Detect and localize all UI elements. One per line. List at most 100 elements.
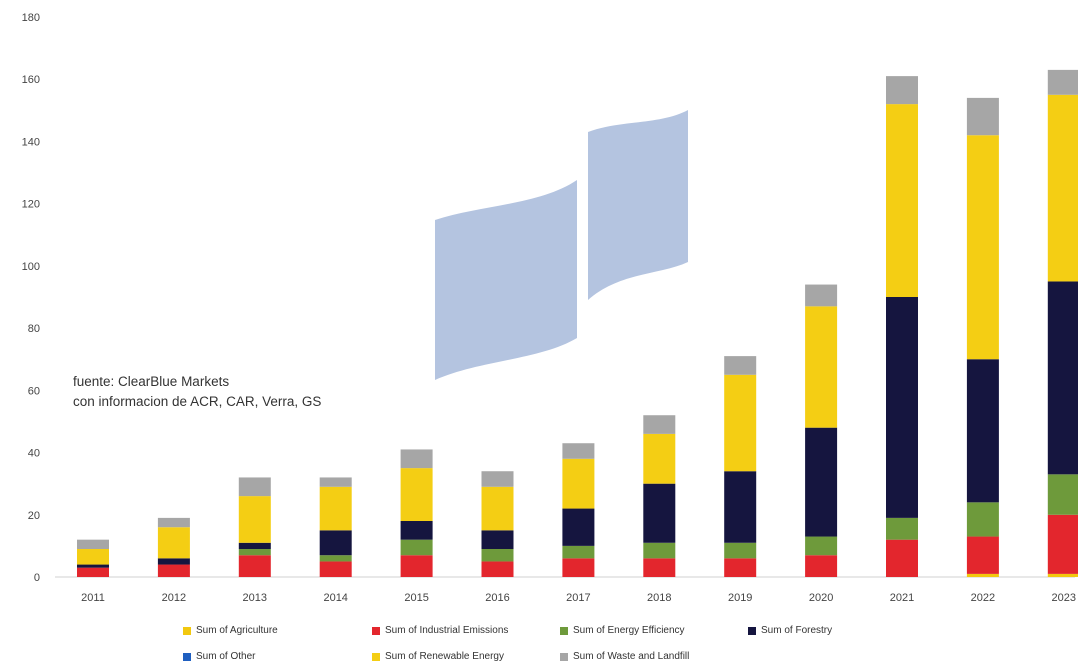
bar-segment bbox=[966, 536, 999, 574]
chart-legend: Sum of Agriculture Sum of Industrial Emis… bbox=[0, 618, 1078, 669]
legend-label: Sum of Agriculture bbox=[196, 625, 278, 636]
bar-segment bbox=[157, 527, 190, 559]
watermark-shape-right bbox=[588, 110, 688, 300]
bar-segment bbox=[805, 427, 838, 537]
bar-segment bbox=[319, 561, 352, 577]
bar-segment bbox=[805, 284, 838, 307]
bar-segment bbox=[481, 530, 514, 549]
bar-segment bbox=[238, 496, 271, 543]
x-tick-label: 2019 bbox=[728, 592, 752, 604]
bar-segment bbox=[562, 508, 595, 546]
source-line-2: con informacion de ACR, CAR, Verra, GS bbox=[73, 394, 322, 409]
bar-segment bbox=[238, 555, 271, 577]
x-tick-label: 2020 bbox=[809, 592, 833, 604]
legend-swatch bbox=[560, 626, 568, 635]
legend-swatch bbox=[372, 626, 380, 635]
bar-segment bbox=[1047, 281, 1078, 475]
bar-segment bbox=[562, 558, 595, 577]
bar-segment bbox=[319, 477, 352, 487]
y-tick-label: 40 bbox=[28, 448, 40, 460]
watermark-shape-left bbox=[435, 180, 577, 380]
bar-segment bbox=[238, 542, 271, 549]
legend-label: Sum of Energy Efficiency bbox=[573, 625, 685, 636]
legend-item: Sum of Renewable Energy bbox=[372, 651, 504, 662]
legend-swatch bbox=[372, 652, 380, 661]
source-annotation: fuente: ClearBlue Markets con informacio… bbox=[73, 372, 321, 412]
legend-label: Sum of Industrial Emissions bbox=[385, 625, 509, 636]
legend-swatch bbox=[183, 626, 191, 635]
bar-segment bbox=[643, 558, 676, 577]
y-tick-label: 120 bbox=[22, 199, 40, 211]
x-tick-label: 2017 bbox=[566, 592, 590, 604]
y-tick-label: 60 bbox=[28, 385, 40, 397]
bar-segment bbox=[481, 549, 514, 562]
bar-segment bbox=[643, 542, 676, 559]
x-tick-label: 2016 bbox=[485, 592, 509, 604]
bar-segment bbox=[1047, 69, 1078, 95]
bar-segment bbox=[562, 545, 595, 559]
y-tick-label: 100 bbox=[22, 261, 40, 273]
legend-item: Sum of Agriculture bbox=[183, 625, 278, 636]
x-tick-label: 2014 bbox=[323, 592, 347, 604]
y-axis: 0 20 40 60 80 100 120 140 160 180 bbox=[22, 12, 40, 584]
legend-swatch bbox=[748, 626, 756, 635]
bar-segment bbox=[77, 567, 109, 577]
bar-segment bbox=[238, 477, 271, 497]
x-tick-label: 2023 bbox=[1052, 592, 1076, 604]
bar-segment bbox=[400, 555, 433, 577]
bar-segment bbox=[886, 76, 918, 105]
legend-swatch bbox=[560, 652, 568, 661]
bar-segment bbox=[805, 306, 838, 428]
bar-segment bbox=[886, 517, 918, 540]
x-tick-label: 2018 bbox=[647, 592, 671, 604]
bar-segment bbox=[724, 542, 757, 559]
watermark-logo bbox=[435, 110, 688, 380]
bar-segment bbox=[724, 471, 757, 543]
legend-label: Sum of Renewable Energy bbox=[385, 651, 504, 662]
bar-segment bbox=[886, 104, 918, 297]
bar-segment bbox=[400, 539, 433, 556]
bar-segment bbox=[157, 558, 190, 565]
bar-segment bbox=[481, 486, 514, 531]
legend-item: Sum of Forestry bbox=[748, 625, 832, 636]
x-axis: 2011 2012 2013 2014 2015 2016 2017 2018 2019 2020… bbox=[81, 592, 1076, 604]
bar-segment bbox=[319, 530, 352, 556]
bar-segment bbox=[805, 555, 838, 577]
bar-segment bbox=[966, 135, 999, 360]
bar-segment bbox=[886, 539, 918, 577]
bar-segment bbox=[966, 97, 999, 136]
bar-segment bbox=[77, 564, 109, 568]
bar-segment bbox=[400, 468, 433, 521]
x-tick-label: 2022 bbox=[971, 592, 995, 604]
bar-segment bbox=[1047, 474, 1078, 515]
legend-item: Sum of Energy Efficiency bbox=[560, 625, 685, 636]
y-tick-label: 160 bbox=[22, 74, 40, 86]
bar-segment bbox=[1047, 514, 1078, 574]
bar-segment bbox=[238, 549, 271, 556]
x-tick-label: 2012 bbox=[162, 592, 186, 604]
bar-segment bbox=[643, 433, 676, 484]
bar-segment bbox=[724, 374, 757, 472]
bar-segment bbox=[157, 564, 190, 577]
bar-segment bbox=[643, 415, 676, 434]
bar-segment bbox=[77, 549, 109, 565]
bar-segment bbox=[481, 471, 514, 487]
legend-label: Sum of Other bbox=[196, 651, 256, 662]
legend-swatch bbox=[183, 652, 191, 661]
legend-label: Sum of Forestry bbox=[761, 625, 833, 636]
y-tick-label: 20 bbox=[28, 510, 40, 522]
bar-segment bbox=[724, 558, 757, 577]
y-tick-label: 180 bbox=[22, 12, 40, 24]
bar-segment bbox=[562, 443, 595, 459]
bar-segment bbox=[400, 521, 433, 540]
bar-segment bbox=[157, 517, 190, 528]
legend-item: Sum of Industrial Emissions bbox=[372, 625, 508, 636]
bar-segment bbox=[966, 359, 999, 503]
y-tick-label: 140 bbox=[22, 136, 40, 148]
x-tick-label: 2013 bbox=[243, 592, 267, 604]
bar-segment bbox=[77, 539, 109, 549]
x-tick-label: 2021 bbox=[890, 592, 914, 604]
y-tick-label: 80 bbox=[28, 323, 40, 335]
bar-segment bbox=[481, 561, 514, 577]
